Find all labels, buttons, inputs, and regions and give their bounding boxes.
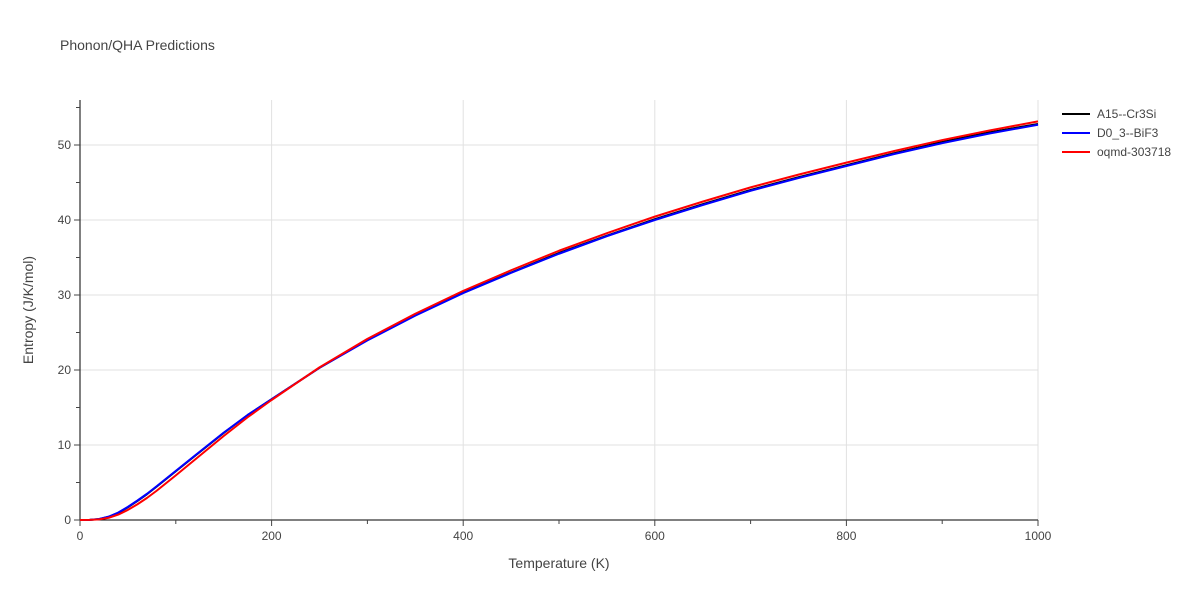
x-tick-label: 800 xyxy=(836,529,856,543)
grid xyxy=(80,100,1039,520)
y-tick-label: 50 xyxy=(58,138,72,152)
y-tick-label: 10 xyxy=(58,438,72,452)
x-tick-label: 200 xyxy=(262,529,282,543)
legend-label: A15--Cr3Si xyxy=(1097,107,1156,121)
y-tick-label: 0 xyxy=(64,513,71,527)
axes: 0 200 400 600 800 1000 0 10 20 30 40 50 xyxy=(58,100,1052,543)
plot-area xyxy=(79,120,1039,521)
x-tick-label: 400 xyxy=(453,529,473,543)
x-tick-label: 1000 xyxy=(1025,529,1052,543)
x-axis-label: Temperature (K) xyxy=(508,555,609,571)
legend: A15--Cr3Si D0_3--BiF3 oqmd-303718 xyxy=(1062,107,1171,159)
y-axis-label: Entropy (J/K/mol) xyxy=(20,256,36,364)
legend-label: oqmd-303718 xyxy=(1097,145,1171,159)
series-line xyxy=(79,120,1039,521)
legend-label: D0_3--BiF3 xyxy=(1097,126,1159,140)
chart-title: Phonon/QHA Predictions xyxy=(60,37,215,53)
x-tick-label: 600 xyxy=(645,529,665,543)
x-tick-label: 0 xyxy=(77,529,84,543)
y-tick-label: 30 xyxy=(58,288,72,302)
y-tick-label: 40 xyxy=(58,213,72,227)
y-tick-label: 20 xyxy=(58,363,72,377)
